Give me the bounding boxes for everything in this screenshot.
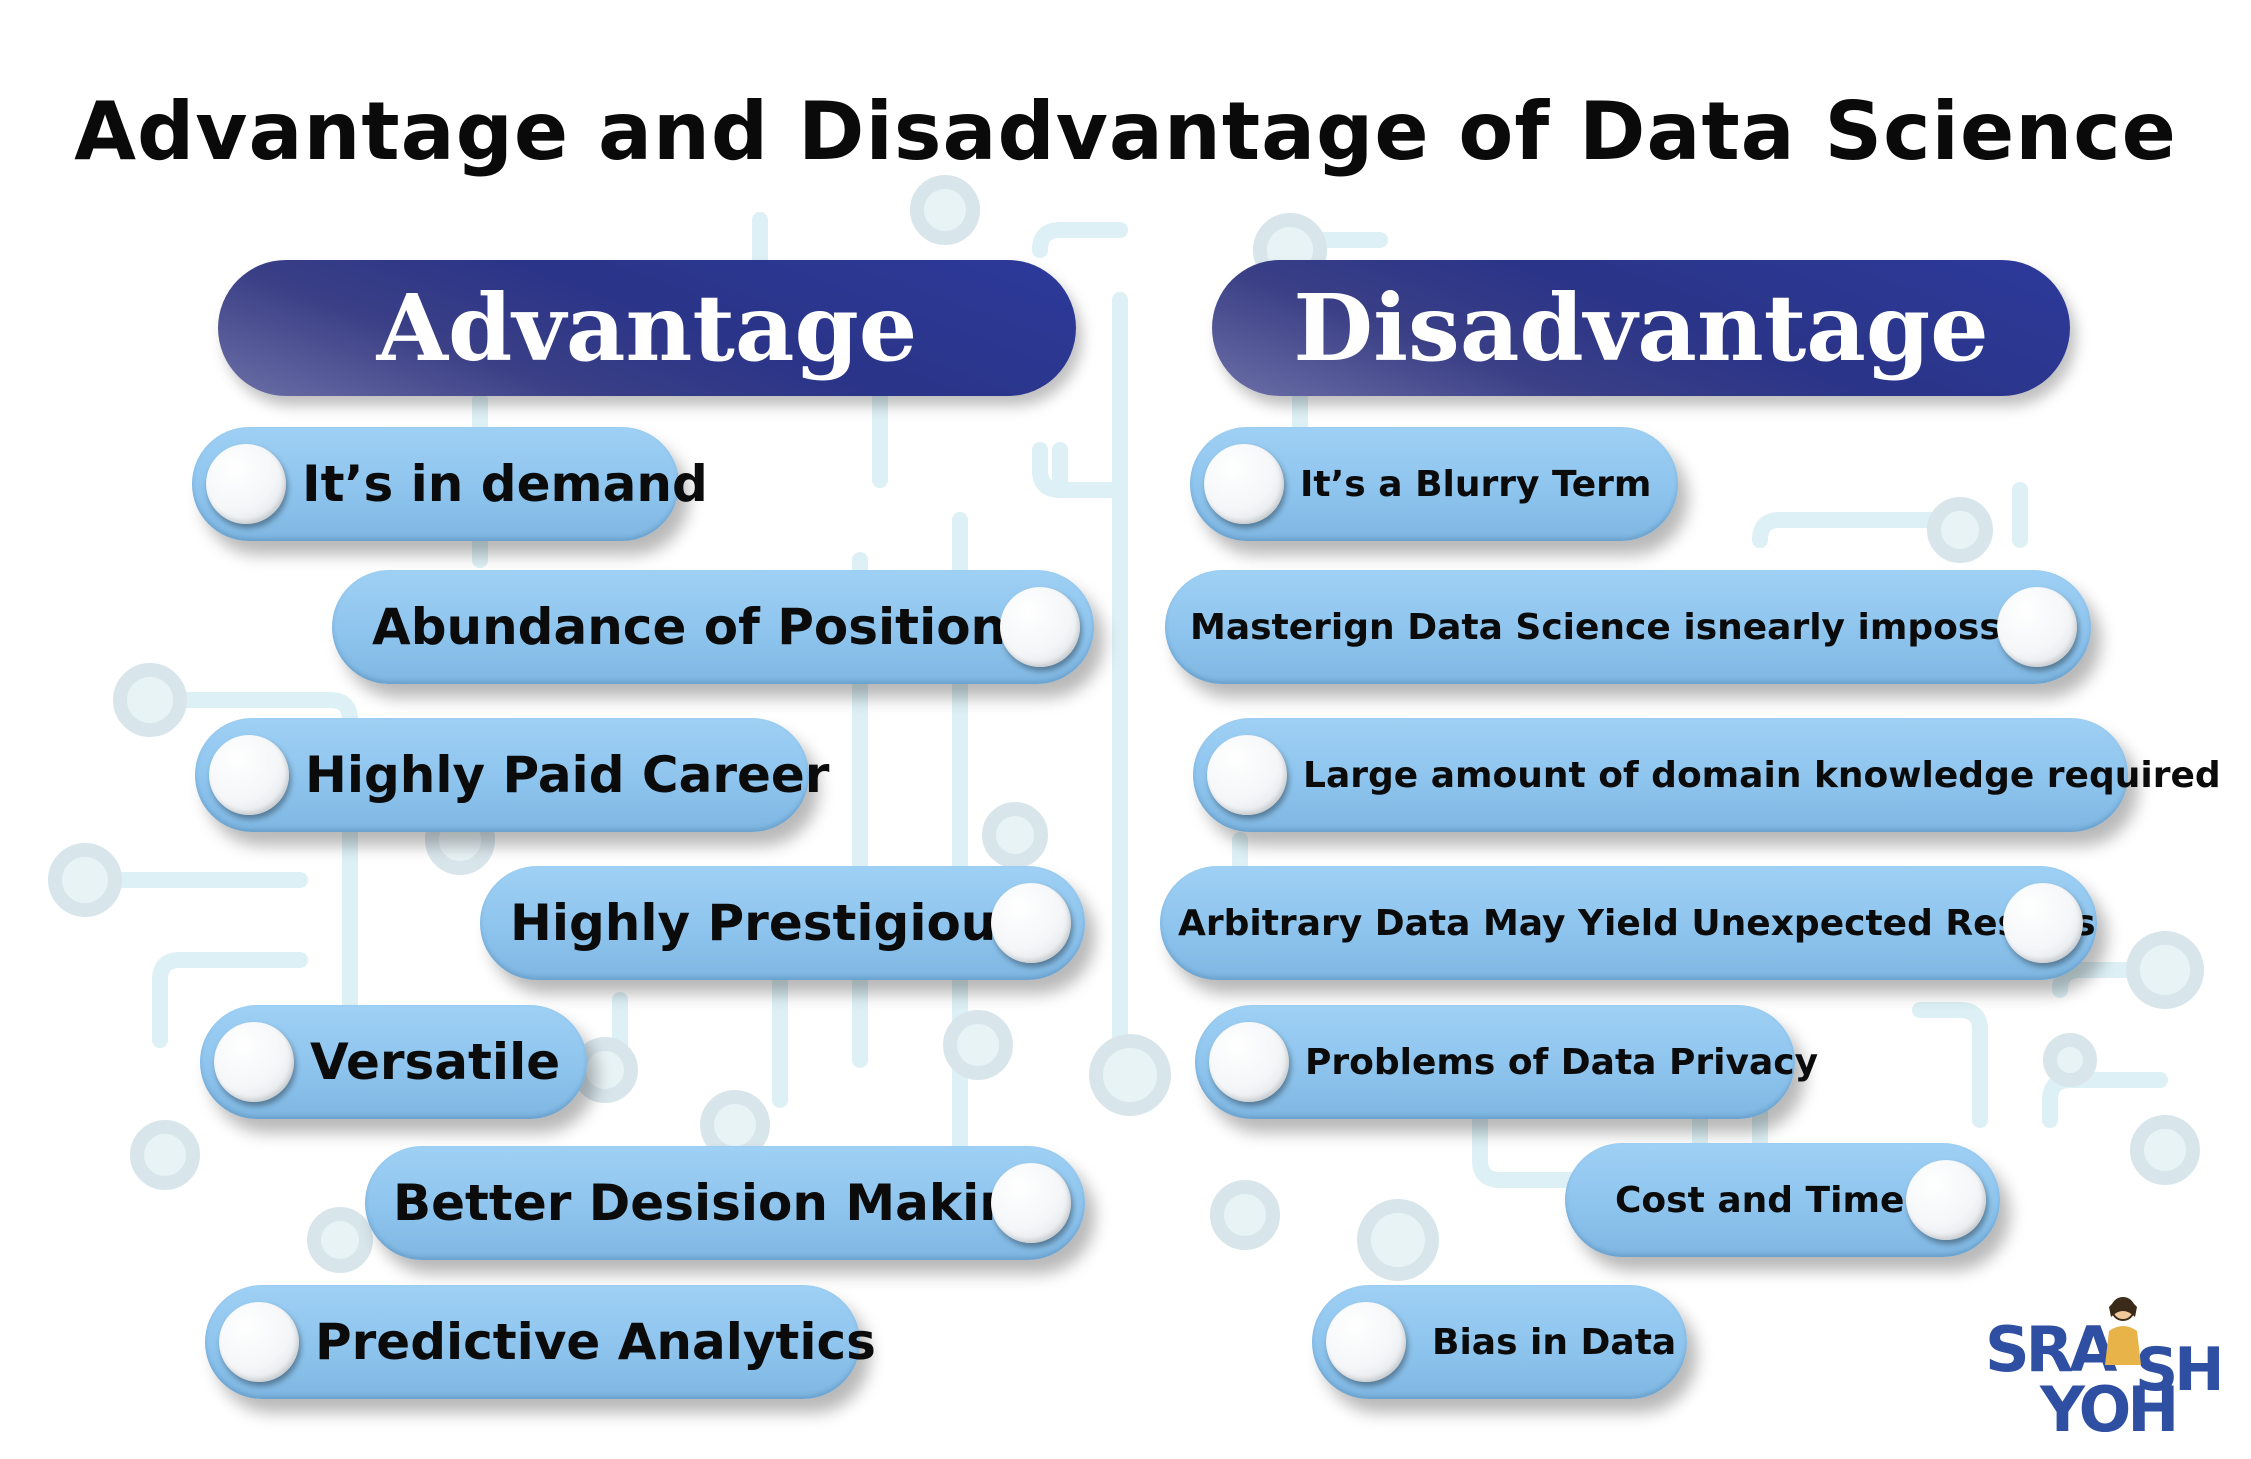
brand-logo: SRA SH YOH: [1985, 1295, 2225, 1446]
advantage-item-label: Versatile: [310, 1033, 561, 1091]
advantage-item-label: It’s in demand: [302, 455, 708, 513]
page-title: Advantage and Disadvantage of Data Scien…: [74, 85, 2177, 178]
disadvantage-item: Arbitrary Data May Yield Unexpected Resu…: [1160, 866, 2097, 980]
toggle-knob-icon: [1326, 1302, 1406, 1382]
toggle-knob-icon: [206, 444, 286, 524]
disadvantage-item-label: Problems of Data Privacy: [1305, 1041, 1819, 1083]
toggle-knob-icon: [1906, 1160, 1986, 1240]
advantage-item-label: Abundance of Positions: [372, 598, 1036, 656]
toggle-knob-icon: [1209, 1022, 1289, 1102]
disadvantage-item-label: Large amount of domain knowledge require…: [1303, 754, 2221, 796]
toggle-knob-icon: [991, 1163, 1071, 1243]
toggle-knob-icon: [1000, 587, 1080, 667]
disadvantage-item: Problems of Data Privacy: [1195, 1005, 1818, 1119]
toggle-knob-icon: [1997, 587, 2077, 667]
advantage-item: Better Desision Making: [365, 1146, 1085, 1260]
logo-text-top: SRA: [1985, 1313, 2117, 1386]
advantage-item-label: Highly Prestigious: [510, 894, 1027, 952]
advantage-item-label: Better Desision Making: [393, 1174, 1051, 1232]
disadvantage-item-label: Masterign Data Science isnearly impossib…: [1190, 606, 2076, 648]
disadvantage-item: Bias in Data: [1312, 1285, 1687, 1399]
advantage-item: Highly Paid Career: [195, 718, 829, 832]
advantage-item-label: Predictive Analytics: [315, 1313, 876, 1371]
toggle-knob-icon: [214, 1022, 294, 1102]
toggle-knob-icon: [1204, 444, 1284, 524]
advantage-item: It’s in demand: [192, 427, 708, 541]
advantage-item: Predictive Analytics: [205, 1285, 876, 1399]
disadvantage-item: Large amount of domain knowledge require…: [1193, 718, 2221, 832]
toggle-knob-icon: [209, 735, 289, 815]
disadvantage-item: Cost and Time: [1565, 1143, 2000, 1257]
person-avatar-icon: [2105, 1297, 2141, 1365]
toggle-knob-icon: [1207, 735, 1287, 815]
logo-text-bottom: YOH: [2040, 1373, 2179, 1446]
disadvantage-item-label: Bias in Data: [1432, 1321, 1677, 1363]
disadvantage-item-label: Arbitrary Data May Yield Unexpected Resu…: [1178, 902, 2096, 944]
advantage-header: Advantage: [218, 260, 1076, 396]
disadvantage-item-label: Cost and Time: [1615, 1179, 1905, 1221]
toggle-knob-icon: [2003, 883, 2083, 963]
disadvantage-header: Disadvantage: [1212, 260, 2070, 396]
advantage-item-label: Highly Paid Career: [305, 746, 830, 804]
advantage-item: Abundance of Positions: [332, 570, 1094, 684]
disadvantage-item: It’s a Blurry Term: [1190, 427, 1678, 541]
logo-text-right: SH: [2135, 1335, 2224, 1405]
disadvantage-item-label: It’s a Blurry Term: [1300, 463, 1652, 505]
toggle-knob-icon: [219, 1302, 299, 1382]
disadvantage-item: Masterign Data Science isnearly impossib…: [1165, 570, 2091, 684]
advantage-item: Highly Prestigious: [480, 866, 1085, 980]
toggle-knob-icon: [991, 883, 1071, 963]
advantage-item: Versatile: [200, 1005, 587, 1119]
